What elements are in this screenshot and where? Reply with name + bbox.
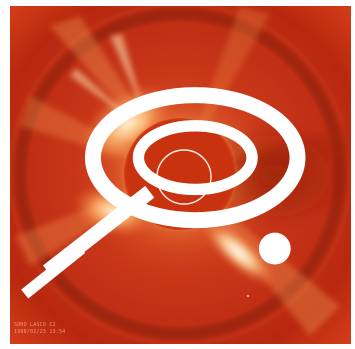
dark-region xyxy=(200,121,350,231)
caption-line: 1998/02/23 13:54 xyxy=(14,329,66,335)
streamer-ray xyxy=(110,34,145,114)
coronagraph-image: SOHO LASCO C2 1998/02/23 13:54 xyxy=(10,6,351,344)
star-speck xyxy=(247,295,249,297)
soho-logo-icon xyxy=(21,87,306,299)
streamer-southeast xyxy=(200,217,276,287)
caption-line: SOHO LASCO C2 xyxy=(14,322,56,328)
occulting-disk xyxy=(124,118,236,230)
